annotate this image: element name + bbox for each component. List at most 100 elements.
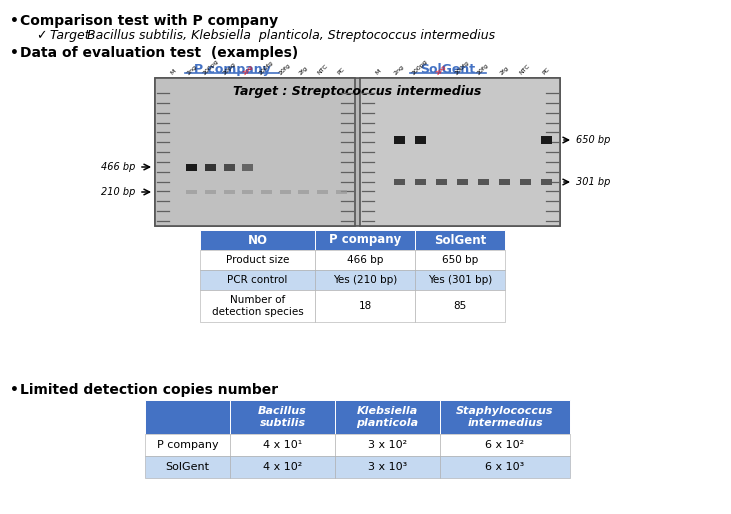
Bar [200,290,315,322]
Bar [145,400,230,434]
Bar [414,136,425,144]
Bar [200,270,315,290]
Bar [224,190,235,194]
Bar [415,290,505,322]
Bar [230,400,335,434]
Text: •: • [10,14,19,28]
Text: Yes (210 bp): Yes (210 bp) [333,275,397,285]
Bar [456,179,468,185]
Text: 20pg: 20pg [221,61,236,76]
Text: 2pg: 2pg [435,64,447,76]
Bar [261,190,272,194]
Text: M: M [170,69,177,76]
Bar [414,179,425,185]
Text: Target : Streptococcus intermedius: Target : Streptococcus intermedius [233,85,482,98]
Text: PC: PC [542,67,550,76]
Text: 20fg: 20fg [279,63,292,76]
Text: Bacillus subtilis, Klebsiella  planticola, Streptococcus intermedius: Bacillus subtilis, Klebsiella planticola… [87,29,495,42]
Text: 210 bp: 210 bp [101,187,135,197]
Bar [499,179,510,185]
Text: 2fg: 2fg [298,65,309,76]
Text: 3 x 10²: 3 x 10² [368,440,407,450]
Bar [317,190,327,194]
Text: 2ng: 2ng [186,64,197,76]
Text: 301 bp: 301 bp [576,177,610,187]
Text: 200fg: 200fg [454,60,470,76]
Text: 4 x 10²: 4 x 10² [263,462,302,472]
Bar [477,179,488,185]
Text: ✓: ✓ [36,29,47,42]
Text: Limited detection copies number: Limited detection copies number [20,383,278,397]
Bar [315,250,415,270]
Bar [540,179,551,185]
Text: 2pg: 2pg [242,64,254,76]
Bar [415,250,505,270]
Text: 200fg: 200fg [258,60,274,76]
Text: NTC: NTC [519,64,531,76]
Bar [145,434,230,456]
Bar [279,190,290,194]
Text: 200pg: 200pg [412,59,429,76]
Text: M: M [374,69,382,76]
Text: PCR control: PCR control [227,275,288,285]
Text: Data of evaluation test  (examples): Data of evaluation test (examples) [20,46,298,60]
Text: Staphylococcus
intermedius: Staphylococcus intermedius [456,406,554,428]
Bar [415,230,505,250]
Text: SolGent: SolGent [434,233,486,247]
Bar [298,190,309,194]
Text: 85: 85 [453,301,466,311]
Bar [436,179,447,185]
Bar [393,179,404,185]
Bar [242,163,253,171]
Text: 200pg: 200pg [202,59,219,76]
Bar [200,230,315,250]
Text: 6 x 10³: 6 x 10³ [485,462,525,472]
Bar [393,136,404,144]
Bar [242,190,253,194]
Text: PC: PC [336,67,346,76]
Bar [415,270,505,290]
Text: Target:: Target: [50,29,98,42]
Bar [315,290,415,322]
Text: SolGent: SolGent [165,462,210,472]
Text: Comparison test with P company: Comparison test with P company [20,14,278,28]
Bar [440,456,570,478]
Text: •: • [10,383,19,397]
Bar [335,456,440,478]
Text: 650 bp: 650 bp [576,135,610,145]
Bar [224,163,235,171]
Text: •: • [10,46,19,60]
Text: Number of
detection species: Number of detection species [212,295,303,317]
Bar [155,78,560,226]
Bar [540,136,551,144]
Bar [336,190,346,194]
Text: Yes (301 bp): Yes (301 bp) [428,275,492,285]
Bar [186,190,197,194]
Text: 18: 18 [358,301,371,311]
Text: 650 bp: 650 bp [442,255,478,265]
Bar [315,270,415,290]
Text: 3 x 10³: 3 x 10³ [368,462,407,472]
Text: P company: P company [194,63,270,76]
Text: 4 x 10¹: 4 x 10¹ [263,440,302,450]
Bar [440,400,570,434]
Text: 2fg: 2fg [499,65,510,76]
Bar [205,190,216,194]
Text: P company: P company [156,440,219,450]
Bar [335,400,440,434]
Bar [155,78,355,226]
Text: 466 bp: 466 bp [346,255,383,265]
Text: 2ng: 2ng [393,64,405,76]
Text: 6 x 10²: 6 x 10² [485,440,525,450]
Bar [440,434,570,456]
Text: 466 bp: 466 bp [101,162,135,172]
Text: NO: NO [248,233,268,247]
Text: Bacillus
subtilis: Bacillus subtilis [258,406,307,428]
Text: Klebsiella
planticola: Klebsiella planticola [357,406,419,428]
Text: Product size: Product size [226,255,289,265]
Bar [205,163,216,171]
Bar [315,230,415,250]
Text: 20fg: 20fg [477,63,490,76]
Bar [360,78,560,226]
Text: NTC: NTC [316,64,328,76]
